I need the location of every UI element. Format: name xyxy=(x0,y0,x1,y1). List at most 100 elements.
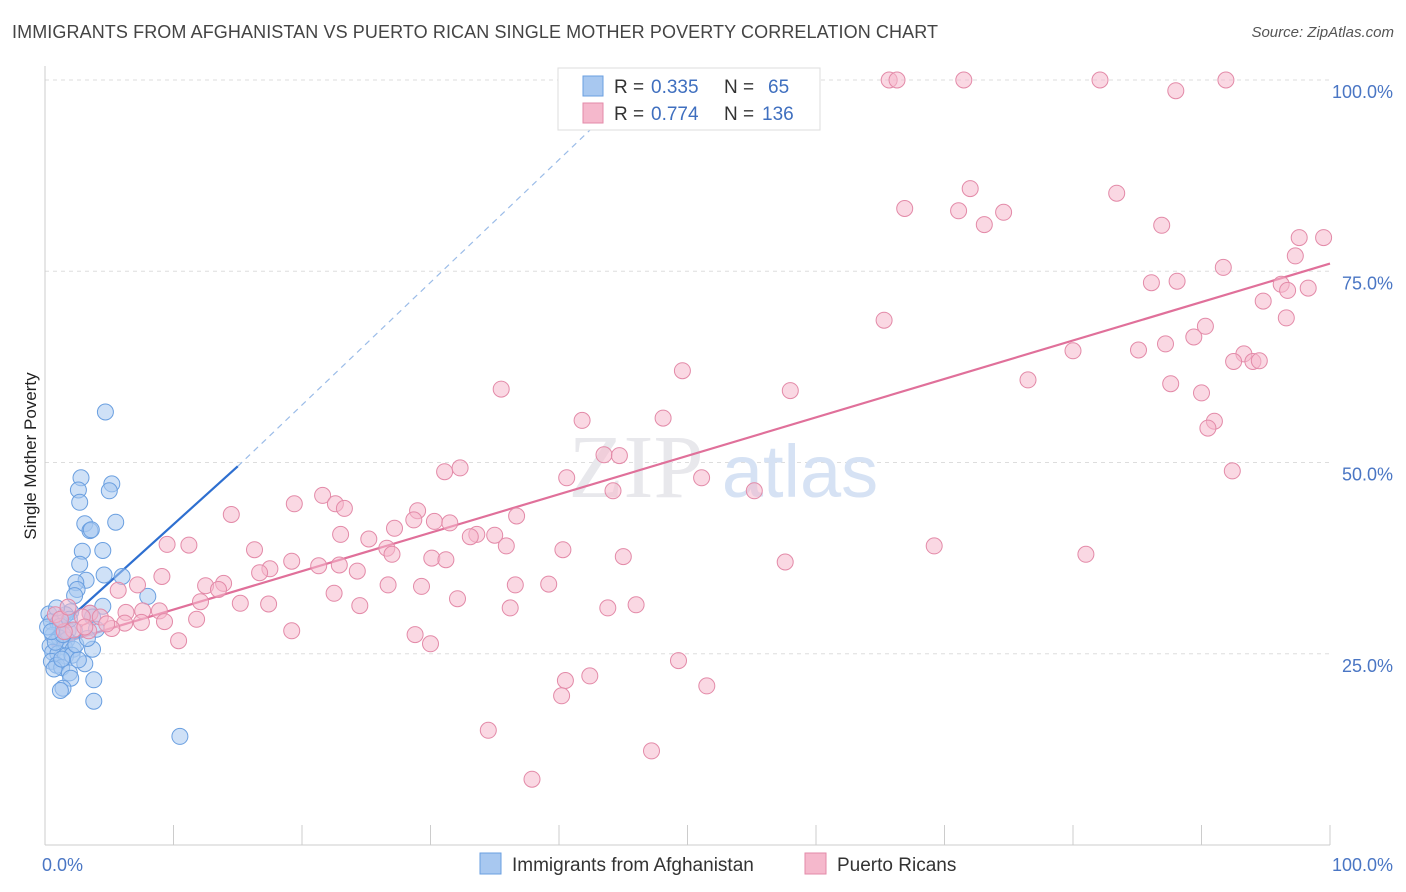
puerto-rican-point xyxy=(1299,279,1317,297)
puerto-rican-point xyxy=(132,613,150,631)
puerto-rican-point xyxy=(745,482,763,500)
puerto-rican-point xyxy=(360,530,378,548)
puerto-rican-point xyxy=(1279,281,1297,299)
puerto-rican-point xyxy=(180,536,198,554)
puerto-rican-point xyxy=(1217,71,1235,89)
puerto-rican-point xyxy=(553,687,571,705)
puerto-rican-point xyxy=(1214,258,1232,276)
puerto-rican-point xyxy=(1250,352,1268,370)
puerto-rican-point xyxy=(1277,309,1295,327)
puerto-rican-point xyxy=(348,562,366,580)
series-legend-label-afghanistan: Immigrants from Afghanistan xyxy=(512,855,754,876)
puerto-rican-point xyxy=(1142,274,1160,292)
puerto-rican-point xyxy=(1130,341,1147,359)
puerto-rican-point xyxy=(383,545,401,563)
puerto-rican-point xyxy=(76,618,94,636)
afghanistan-point xyxy=(51,682,69,699)
legend-n-label-2: N = xyxy=(724,104,754,125)
puerto-rican-trend-line xyxy=(51,262,1331,648)
puerto-rican-point xyxy=(693,469,711,487)
puerto-rican-point xyxy=(1157,335,1174,353)
afghanistan-point xyxy=(171,727,189,745)
puerto-rican-point xyxy=(330,556,348,574)
puerto-rican-point xyxy=(556,672,574,689)
puerto-rican-point xyxy=(599,599,617,617)
puerto-rican-point xyxy=(1019,371,1037,389)
puerto-rican-point xyxy=(1315,229,1333,247)
puerto-rican-point xyxy=(486,526,504,544)
puerto-rican-point xyxy=(386,519,403,537)
legend-swatch-afghanistan xyxy=(582,75,604,97)
puerto-rican-point xyxy=(1225,353,1243,370)
puerto-rican-point xyxy=(995,203,1013,221)
puerto-rican-point xyxy=(1162,375,1180,393)
puerto-rican-point xyxy=(558,469,576,487)
puerto-rican-point xyxy=(351,597,369,615)
puerto-rican-point xyxy=(888,71,906,89)
legend-n-label-1: N = xyxy=(724,77,754,98)
puerto-rican-point xyxy=(210,581,227,598)
afghanistan-point xyxy=(85,692,103,710)
series-legend-label-puerto-rican: Puerto Ricans xyxy=(837,855,956,876)
x-tick-label-min: 0.0% xyxy=(42,855,83,875)
data-points xyxy=(39,71,1333,788)
puerto-rican-point xyxy=(129,576,146,594)
puerto-rican-point xyxy=(595,446,613,464)
puerto-rican-point xyxy=(604,482,622,500)
puerto-rican-point xyxy=(332,525,350,543)
x-axis-ticks xyxy=(173,825,1331,845)
afghanistan-trend-line xyxy=(50,465,239,636)
puerto-rican-point xyxy=(314,486,332,504)
afghanistan-point xyxy=(82,521,100,539)
puerto-rican-point xyxy=(310,557,328,575)
trend-lines xyxy=(50,110,1331,648)
legend-r-value-2: 0.774 xyxy=(651,104,699,125)
legend-n-value-1: 65 xyxy=(768,77,789,98)
puerto-rican-point xyxy=(573,411,591,429)
puerto-rican-point xyxy=(1193,384,1210,402)
puerto-rican-point xyxy=(156,613,173,631)
y-tick-label: 100.0% xyxy=(1332,82,1393,102)
puerto-rican-point xyxy=(950,202,968,220)
puerto-rican-point xyxy=(413,577,430,595)
afghanistan-point xyxy=(85,671,103,689)
afghanistan-trend-extension xyxy=(237,110,611,467)
puerto-rican-point xyxy=(170,632,188,650)
puerto-rican-point xyxy=(98,615,116,633)
puerto-rican-point xyxy=(222,506,240,523)
watermark-zip: ZIP xyxy=(569,418,704,517)
puerto-rican-point xyxy=(153,568,171,585)
series-legend: Immigrants from Afghanistan Puerto Rican… xyxy=(479,852,956,876)
puerto-rican-point xyxy=(231,594,249,612)
puerto-rican-point xyxy=(109,581,127,599)
puerto-rican-point xyxy=(1290,229,1308,247)
puerto-rican-point xyxy=(1196,317,1214,335)
puerto-rican-point xyxy=(506,576,524,594)
puerto-rican-point xyxy=(1167,82,1185,100)
puerto-rican-point xyxy=(961,180,979,198)
puerto-rican-point xyxy=(422,635,439,653)
afghanistan-point xyxy=(69,651,87,669)
afghanistan-point xyxy=(96,403,114,421)
stats-legend: R = 0.335 N = 65 R = 0.774 N = 136 xyxy=(557,67,821,131)
puerto-rican-point xyxy=(437,551,455,569)
x-tick-label-max: 100.0% xyxy=(1332,855,1393,875)
puerto-rican-point xyxy=(1185,328,1203,346)
puerto-rican-point xyxy=(643,742,660,760)
puerto-rican-point xyxy=(554,541,572,559)
puerto-rican-point xyxy=(335,499,353,517)
puerto-rican-point xyxy=(501,599,519,617)
puerto-rican-point xyxy=(776,553,794,571)
puerto-rican-point xyxy=(523,770,541,788)
y-tick-labels: 25.0% 50.0% 75.0% 100.0% xyxy=(1332,82,1393,676)
puerto-rican-point xyxy=(1254,292,1272,310)
puerto-rican-point xyxy=(283,622,301,640)
source-label: Source: ZipAtlas.com xyxy=(1251,24,1394,41)
afghanistan-point xyxy=(53,650,71,668)
afghanistan-point xyxy=(94,542,112,559)
afghanistan-point xyxy=(71,493,89,511)
puerto-rican-point xyxy=(436,463,454,481)
puerto-rican-point xyxy=(581,667,599,685)
puerto-rican-point xyxy=(1286,247,1304,265)
series-legend-swatch-afghanistan xyxy=(479,852,502,875)
